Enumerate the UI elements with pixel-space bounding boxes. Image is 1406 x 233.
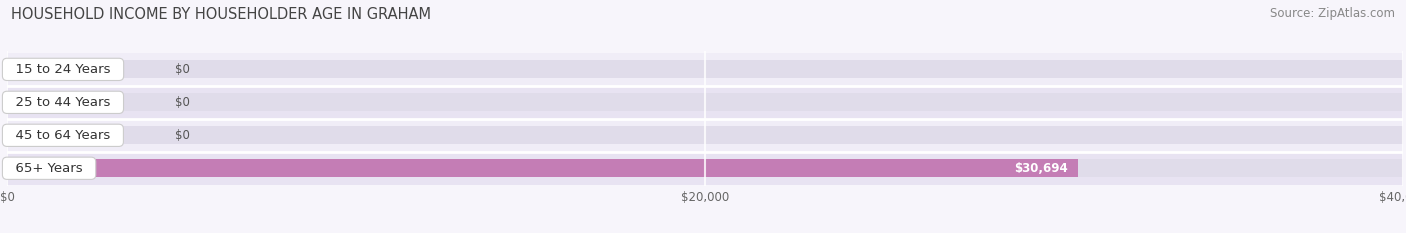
Text: 45 to 64 Years: 45 to 64 Years <box>7 129 118 142</box>
Bar <box>7 53 1403 86</box>
Bar <box>7 126 1403 144</box>
Bar <box>7 93 1403 111</box>
Text: $0: $0 <box>174 129 190 142</box>
Text: 15 to 24 Years: 15 to 24 Years <box>7 63 120 76</box>
Text: 25 to 44 Years: 25 to 44 Years <box>7 96 120 109</box>
Text: $0: $0 <box>174 63 190 76</box>
Bar <box>7 60 1403 79</box>
Text: 65+ Years: 65+ Years <box>7 162 91 175</box>
Text: HOUSEHOLD INCOME BY HOUSEHOLDER AGE IN GRAHAM: HOUSEHOLD INCOME BY HOUSEHOLDER AGE IN G… <box>11 7 432 22</box>
Text: $0: $0 <box>174 96 190 109</box>
Bar <box>7 159 1403 177</box>
Text: Source: ZipAtlas.com: Source: ZipAtlas.com <box>1270 7 1395 20</box>
Bar <box>7 152 1403 185</box>
Bar <box>7 86 1403 119</box>
Text: $30,694: $30,694 <box>1014 162 1069 175</box>
Bar <box>7 159 1078 177</box>
Bar <box>7 119 1403 152</box>
